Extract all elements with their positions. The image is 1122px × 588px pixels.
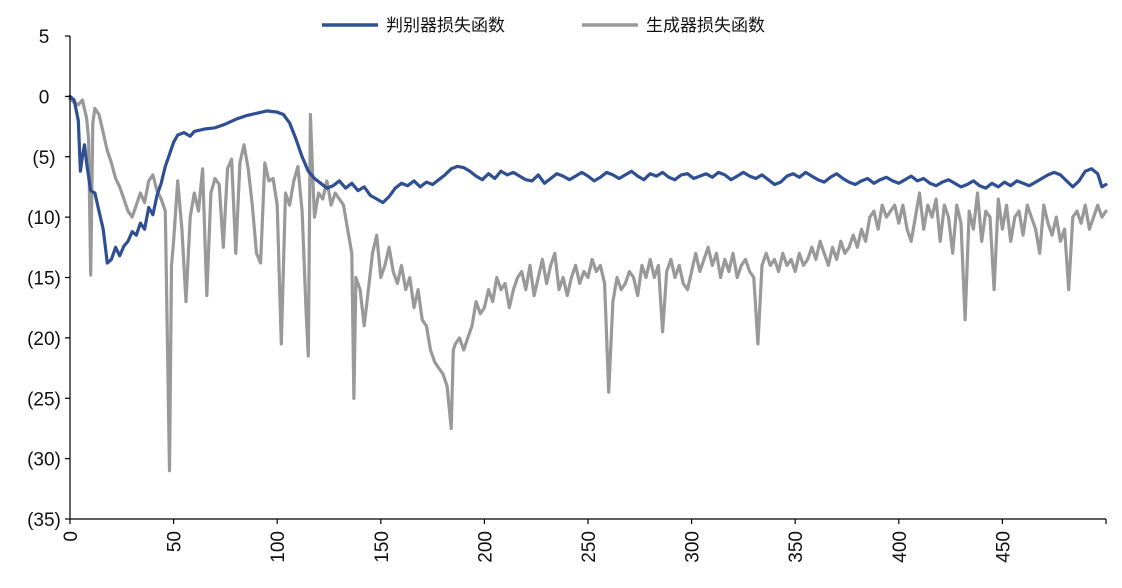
x-tick-label: 150 [372, 531, 393, 563]
y-tick-label: 0 [39, 87, 50, 108]
y-tick-label: (10) [27, 208, 61, 229]
x-tick-label: 400 [890, 531, 911, 563]
x-tick-label: 250 [579, 531, 600, 563]
y-tick-label: (15) [27, 269, 61, 290]
series-layer [68, 94, 1108, 473]
legend: 判别器损失函数 生成器损失函数 [322, 16, 765, 36]
legend-label-1: 生成器损失函数 [646, 16, 765, 36]
x-tick-label: 0 [61, 531, 82, 542]
x-tick-label: 350 [786, 531, 807, 563]
x-tick-label: 450 [993, 531, 1014, 563]
y-tick-label: (5) [32, 148, 55, 169]
x-tick-label: 50 [165, 531, 186, 552]
y-tick-label: (35) [27, 510, 61, 531]
y-tick-label: 5 [39, 27, 50, 48]
series-line-0 [68, 94, 1108, 265]
x-tick-label: 300 [683, 531, 704, 563]
y-tick-label: (25) [27, 389, 61, 410]
legend-label-0: 判别器损失函数 [386, 16, 505, 36]
axes-layer: 50(5)(10)(15)(20)(25)(30)(35)0 50 100 150 20… [27, 27, 1107, 563]
x-tick-label: 200 [475, 531, 496, 563]
series-line-1 [68, 97, 1108, 473]
y-tick-label: (30) [27, 450, 61, 471]
y-tick-label: (20) [27, 329, 61, 350]
x-tick-label: 100 [268, 531, 289, 563]
